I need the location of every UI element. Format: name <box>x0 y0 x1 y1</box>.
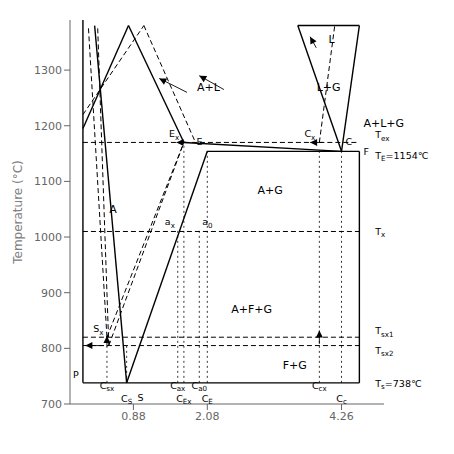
svg-text:A+G: A+G <box>257 183 282 196</box>
svg-text:900: 900 <box>41 287 62 300</box>
svg-text:2.08: 2.08 <box>195 410 220 423</box>
svg-text:1100: 1100 <box>34 175 62 188</box>
svg-text:1300: 1300 <box>34 64 62 77</box>
svg-text:Ccx: Ccx <box>312 380 327 392</box>
svg-text:TE=1154℃: TE=1154℃ <box>374 151 428 163</box>
svg-text:CS: CS <box>121 393 133 405</box>
svg-text:CEx: CEx <box>176 393 191 405</box>
svg-text:A+F+G: A+F+G <box>231 303 272 316</box>
svg-text:a0: a0 <box>202 216 213 230</box>
svg-text:L+G: L+G <box>317 80 341 93</box>
svg-text:A+L+G: A+L+G <box>363 117 404 130</box>
svg-text:F: F <box>363 146 368 157</box>
svg-text:Tx: Tx <box>374 226 385 239</box>
svg-text:P: P <box>73 369 79 380</box>
svg-text:L: L <box>329 33 336 46</box>
svg-text:800: 800 <box>41 342 62 355</box>
svg-text:CE: CE <box>202 393 214 405</box>
svg-text:Ca0: Ca0 <box>192 380 208 392</box>
svg-text:700: 700 <box>41 398 62 411</box>
svg-text:0.88: 0.88 <box>121 410 146 423</box>
svg-text:Csx: Csx <box>100 380 115 392</box>
svg-text:Cx: Cx <box>304 128 315 142</box>
svg-text:A+L: A+L <box>197 80 221 93</box>
svg-text:S: S <box>137 392 143 403</box>
svg-text:F+G: F+G <box>283 359 307 372</box>
svg-text:Sx: Sx <box>93 323 103 337</box>
svg-text:Tsx2: Tsx2 <box>374 345 393 357</box>
svg-text:E: E <box>197 136 203 147</box>
svg-text:Cc: Cc <box>336 393 347 405</box>
svg-text:Tex: Tex <box>374 129 389 143</box>
svg-text:Cax: Cax <box>170 380 185 392</box>
svg-text:A: A <box>109 203 117 216</box>
svg-text:4.26: 4.26 <box>329 410 354 423</box>
svg-text:1200: 1200 <box>34 120 62 133</box>
svg-text:Ts=738℃: Ts=738℃ <box>374 377 422 390</box>
svg-text:Temperature (°C): Temperature (°C) <box>11 160 25 265</box>
svg-text:C: C <box>346 136 353 147</box>
svg-text:1000: 1000 <box>34 231 62 244</box>
svg-text:Ex: Ex <box>169 128 179 142</box>
svg-text:Tsx1: Tsx1 <box>374 325 393 339</box>
svg-text:ax: ax <box>165 216 175 230</box>
